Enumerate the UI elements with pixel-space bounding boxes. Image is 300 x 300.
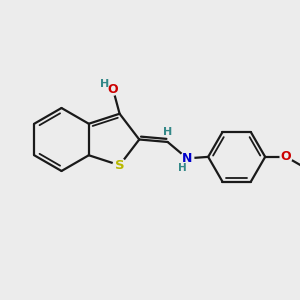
Text: H: H [178,163,187,173]
Text: H: H [100,79,109,89]
Text: S: S [115,159,124,172]
Text: O: O [108,82,118,96]
Text: H: H [163,127,172,137]
Circle shape [280,151,292,163]
Text: N: N [182,152,192,165]
Text: O: O [281,150,292,164]
Circle shape [181,152,194,165]
Circle shape [113,159,126,172]
Circle shape [107,83,119,95]
